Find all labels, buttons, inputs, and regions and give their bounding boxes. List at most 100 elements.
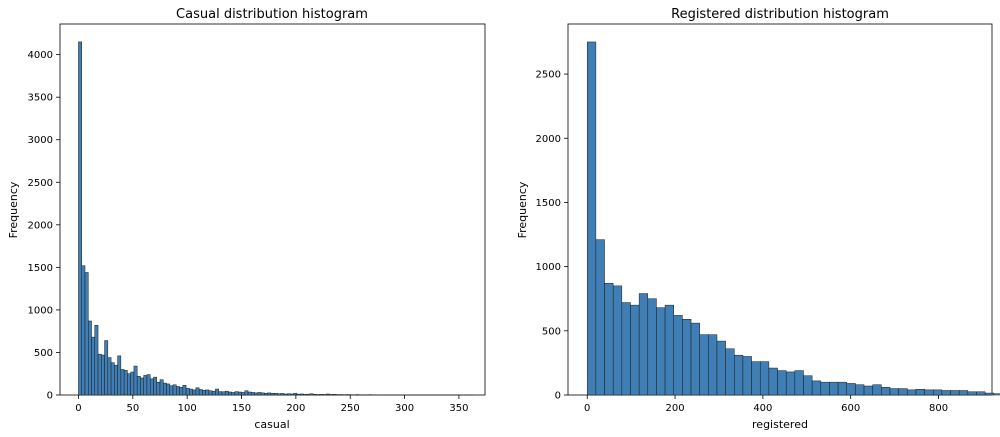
casual-bar: [117, 355, 122, 396]
registered-bar: [630, 304, 640, 396]
registered-bar: [699, 334, 709, 396]
casual-bar: [127, 373, 131, 396]
registered-y-ticks: 0 500 1000 1500 2000 2500: [536, 70, 568, 402]
casual-chart-title: Casual distribution histogram: [176, 7, 368, 22]
registered-bar: [855, 384, 865, 396]
registered-bar: [967, 391, 977, 396]
casual-bar: [254, 392, 259, 396]
registered-bar: [889, 388, 899, 396]
casual-bar: [195, 387, 200, 396]
registered-bar: [734, 354, 744, 396]
registered-y-tick-label: 2500: [536, 70, 561, 81]
registered-bar: [820, 381, 830, 396]
casual-bar: [332, 394, 337, 396]
casual-bar: [286, 393, 291, 396]
casual-bar: [172, 384, 177, 396]
casual-bar: [156, 381, 161, 396]
casual-bar: [140, 377, 144, 396]
casual-bar: [192, 389, 197, 396]
registered-bar: [664, 304, 674, 396]
registered-bar: [811, 380, 822, 396]
registered-bar: [881, 387, 891, 396]
registered-bar: [950, 390, 960, 396]
casual-bar: [91, 336, 96, 396]
casual-bar: [234, 391, 239, 396]
registered-bar: [612, 285, 623, 396]
registered-bar: [958, 390, 969, 396]
casual-bar: [123, 370, 128, 396]
casual-bar: [81, 265, 86, 396]
casual-x-tick-label: 250: [341, 403, 360, 414]
casual-bar: [182, 384, 187, 396]
casual-bar: [94, 324, 99, 396]
casual-bar: [185, 387, 190, 396]
casual-x-tick-label: 100: [178, 403, 197, 414]
casual-x-tick-label: 300: [395, 403, 414, 414]
registered-bar: [829, 381, 839, 396]
registered-bar: [932, 389, 943, 396]
casual-bar: [179, 387, 184, 396]
registered-bar: [976, 391, 986, 396]
casual-bar: [313, 394, 317, 396]
casual-x-axis-label: casual: [254, 418, 289, 431]
casual-bar: [84, 272, 89, 396]
registered-bar: [803, 375, 813, 396]
casual-y-tick-label: 3000: [28, 135, 53, 146]
casual-bar: [322, 394, 327, 396]
casual-bar: [114, 364, 118, 396]
casual-bar: [189, 388, 193, 396]
casual-bar: [306, 393, 311, 396]
casual-bar: [78, 41, 82, 396]
registered-y-tick-label: 1000: [536, 262, 561, 273]
casual-bar: [329, 394, 334, 396]
casual-y-tick-label: 500: [34, 348, 53, 359]
casual-bar: [211, 390, 216, 396]
casual-bar: [208, 390, 213, 396]
registered-bar: [708, 334, 718, 396]
registered-x-tick-label: 200: [666, 403, 685, 414]
casual-bar: [316, 394, 321, 396]
registered-bar: [621, 302, 631, 396]
casual-bar: [202, 390, 206, 396]
casual-bar: [251, 392, 255, 396]
registered-bar: [751, 361, 761, 396]
casual-x-tick-label: 50: [126, 403, 139, 414]
casual-bar: [303, 394, 307, 396]
registered-x-tick-label: 0: [584, 403, 590, 414]
registered-x-tick-label: 800: [929, 403, 948, 414]
registered-bar: [716, 340, 726, 396]
casual-bars: [78, 41, 474, 396]
casual-bar: [247, 391, 252, 396]
casual-y-tick-label: 1000: [28, 305, 53, 316]
casual-x-ticks: 0 50 100 150 200 250 300 350: [75, 395, 468, 414]
casual-y-tick-label: 1500: [28, 263, 53, 274]
casual-bar: [143, 375, 148, 396]
registered-bar: [863, 385, 873, 396]
registered-x-tick-label: 600: [841, 403, 860, 414]
casual-bar: [238, 391, 242, 396]
casual-x-tick-label: 150: [232, 403, 251, 414]
registered-bar: [725, 348, 735, 396]
casual-bar: [228, 391, 232, 396]
casual-bar: [326, 393, 330, 396]
casual-bar: [149, 378, 154, 396]
registered-histogram: Registered distribution histogram 0 200 40…: [516, 7, 1000, 431]
casual-bar: [107, 357, 112, 396]
casual-y-tick-label: 3500: [28, 93, 53, 104]
registered-bar: [794, 370, 804, 396]
casual-bar: [296, 393, 301, 396]
casual-bar: [176, 386, 180, 396]
registered-bar: [907, 389, 917, 396]
casual-bar: [146, 374, 151, 396]
registered-y-axis-label: Frequency: [516, 181, 529, 238]
casual-y-tick-label: 0: [47, 391, 53, 402]
registered-bar: [742, 356, 752, 396]
casual-bar: [267, 392, 272, 396]
casual-bar: [130, 371, 135, 396]
casual-bar: [88, 320, 92, 396]
registered-bar: [915, 388, 925, 396]
casual-bar: [133, 365, 138, 396]
casual-bar: [273, 393, 278, 396]
registered-bar: [846, 383, 856, 396]
registered-y-tick-label: 500: [542, 326, 561, 337]
